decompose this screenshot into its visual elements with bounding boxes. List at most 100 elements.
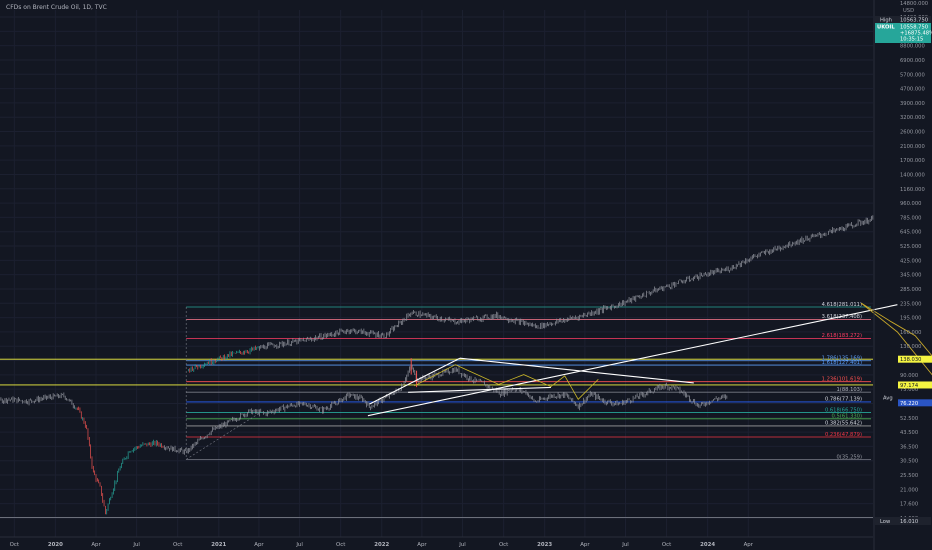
x-tick-label: 2024 <box>700 542 715 548</box>
y-tick-label: 345.000 <box>900 273 921 279</box>
y-tick-label: 130.000 <box>900 344 921 350</box>
countdown-value: 10:35:15 <box>900 37 923 43</box>
price-badge-value: 76.220 <box>900 401 918 407</box>
x-tick-label: Apr <box>580 542 590 548</box>
price-badge-bg <box>898 355 932 363</box>
fib-level-label: 0(35.259) <box>837 454 863 460</box>
fib-level-label: 2.618(183.272) <box>822 333 862 339</box>
x-tick-label: Oct <box>336 542 345 548</box>
pattern-zigzag <box>414 364 599 400</box>
tag-bg <box>875 517 931 525</box>
price-badge: 97.174 <box>898 381 932 389</box>
y-tick-label: 8800.000 <box>900 44 925 50</box>
y-tick-label: 25.500 <box>900 473 918 479</box>
x-tick-label: Apr <box>91 542 101 548</box>
high-tag: High 10563.750 <box>875 16 931 24</box>
y-tick-label: 160.000 <box>900 330 921 336</box>
projection-arrow <box>860 302 932 357</box>
fib-level-label: 0.5(61.330) <box>832 414 862 420</box>
fib-level-label: 1.786(135.169) <box>822 356 862 362</box>
y-tick-label: 425.000 <box>900 258 921 264</box>
x-tick-label: Jul <box>295 542 303 548</box>
y-tick-label: 30.500 <box>900 459 918 465</box>
x-tick-label: Oct <box>10 542 19 548</box>
avg-label: Avg <box>883 395 893 401</box>
y-tick-label: 2600.000 <box>900 130 925 136</box>
x-tick-label: Jul <box>621 542 629 548</box>
x-tick-label: 2020 <box>48 542 63 548</box>
y-tick-label: 52.500 <box>900 416 918 422</box>
y-tick-label: 645.000 <box>900 230 921 236</box>
price-badge: 76.220 <box>898 399 932 407</box>
y-tick-label: 2100.000 <box>900 144 925 150</box>
symbol-label: UKOIL <box>877 25 895 31</box>
y-tick-label: 5700.000 <box>900 72 925 78</box>
y-tick-label: 75.000 <box>900 387 918 393</box>
projection-arrow <box>860 302 932 376</box>
chart-title: CFDs on Brent Crude Oil, 1D, TVC <box>6 4 107 11</box>
y-tick-label: 1400.000 <box>900 172 925 178</box>
y-tick-label: 1700.000 <box>900 158 925 164</box>
trend-line <box>367 304 898 417</box>
horizontal-lines <box>0 358 873 518</box>
y-tick-label: 785.000 <box>900 215 921 221</box>
low-label: Low <box>880 519 891 525</box>
x-tick-label: Oct <box>173 542 182 548</box>
fib-level-label: 1.236(101.619) <box>822 376 862 382</box>
x-tick-label: Oct <box>662 542 671 548</box>
y-tick-label: 525.000 <box>900 244 921 250</box>
time-axis[interactable]: Oct 2020 Apr Jul Oct 2021 Apr Jul Oct 2022 Apr Jul O… <box>0 536 873 548</box>
y-tick-label: 3900.000 <box>900 101 925 107</box>
currency-label: USD <box>903 8 914 14</box>
trend-line <box>459 357 694 384</box>
y-tick-label: 235.000 <box>900 301 921 307</box>
x-tick-label: Oct <box>499 542 508 548</box>
drawing-tools <box>367 302 932 417</box>
low-tag: Low 16.010 <box>875 517 931 525</box>
fib-level-label: 0.786(77.139) <box>825 397 862 403</box>
price-badge-value: 97.174 <box>900 383 919 389</box>
fib-level-label: 0.618(66.750) <box>825 407 862 413</box>
last-price-tag: UKOIL 10558.750+16875.48%10:35:15 <box>875 23 932 43</box>
price-badge: 138.030 <box>898 355 932 363</box>
y-tick-label: 17.600 <box>900 502 918 508</box>
low-value: 16.010 <box>900 519 918 525</box>
trend-line <box>369 357 461 405</box>
x-tick-label: Jul <box>458 542 466 548</box>
fib-level-label: 0.236(47.879) <box>825 432 862 438</box>
x-tick-label: Apr <box>417 542 427 548</box>
y-tick-label: 6900.000 <box>900 58 925 64</box>
y-tick-label: 4700.000 <box>900 87 925 93</box>
y-tick-label: 21.000 <box>900 487 918 493</box>
fib-level-label: 4.618(281.011) <box>822 302 862 308</box>
y-tick-label: 1160.000 <box>900 187 925 193</box>
y-tick-label: 3200.000 <box>900 115 925 121</box>
x-tick-label: Apr <box>744 542 754 548</box>
y-tick-label: 285.000 <box>900 287 921 293</box>
price-axis-tags: USD High 10563.750 UKOIL 10558.750+16875.48%… <box>875 8 932 525</box>
last-value: 10558.750 <box>900 25 928 31</box>
tag-bg <box>875 23 931 43</box>
high-label: High <box>880 18 892 24</box>
y-tick-label: 43.500 <box>900 430 918 436</box>
tag-bg <box>875 16 931 23</box>
fib-level-label: 1(88.103) <box>837 387 863 393</box>
price-badge-value: 138.030 <box>900 357 921 363</box>
high-value: 10563.750 <box>900 18 928 24</box>
x-tick-label: Apr <box>254 542 264 548</box>
change-value: +16875.48% <box>900 31 932 37</box>
y-tick-label: 195.000 <box>900 316 921 322</box>
y-tick-label: 36.500 <box>900 444 918 450</box>
x-tick-label: 2023 <box>537 542 552 548</box>
price-badge-bg <box>898 399 932 407</box>
y-tick-label: 14800.000 <box>900 1 928 7</box>
price-series <box>0 215 874 515</box>
trend-line <box>408 386 551 393</box>
price-badge-bg <box>898 381 932 389</box>
y-tick-label: 960.000 <box>900 201 921 207</box>
x-tick-label: 2022 <box>374 542 389 548</box>
fib-level-label: 3.618(237.408) <box>822 314 862 320</box>
fib-level-label: 1.618(127.401) <box>822 360 862 366</box>
fib-level-label: 0.382(55.642) <box>825 421 862 427</box>
